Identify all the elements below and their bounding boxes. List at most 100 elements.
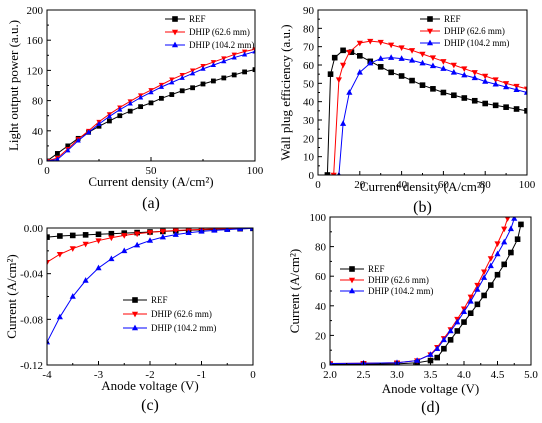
data-point	[330, 360, 333, 365]
x-tick-label: 2.5	[357, 369, 371, 381]
data-point	[524, 108, 527, 114]
data-point	[108, 230, 115, 237]
data-point	[107, 118, 112, 124]
data-point	[523, 86, 527, 93]
data-point	[488, 282, 494, 288]
data-point	[56, 313, 63, 320]
x-tick-label: 4.5	[491, 369, 505, 381]
x-tick-label: 50	[146, 165, 158, 177]
legend-entry: DHIP (62.6 mm)	[189, 27, 250, 37]
data-point	[471, 97, 478, 104]
data-point	[221, 75, 227, 81]
data-point	[508, 249, 514, 256]
y-tick-label: 50	[303, 78, 315, 90]
data-point	[482, 73, 489, 80]
x-tick-label: 0	[44, 165, 50, 177]
series-line-3	[47, 228, 253, 343]
data-point	[419, 82, 426, 88]
y-tick-label: 20	[303, 133, 315, 145]
data-point	[252, 47, 255, 53]
legend-entry: REF	[368, 264, 385, 274]
x-tick-label: 40	[396, 179, 408, 191]
data-point	[200, 66, 206, 71]
x-tick-label: 3.5	[424, 369, 438, 381]
x-tick-label: 100	[519, 179, 536, 191]
data-point	[481, 269, 488, 276]
data-point	[501, 226, 508, 233]
y-tick-label: 0	[38, 156, 44, 168]
panel-label: (b)	[413, 199, 432, 216]
data-point	[95, 231, 102, 238]
data-point	[427, 351, 434, 357]
data-point	[231, 72, 237, 78]
data-point	[55, 151, 60, 156]
data-point	[518, 221, 524, 228]
y-tick-label: 60	[303, 60, 315, 72]
data-point	[450, 68, 457, 75]
data-point	[210, 62, 217, 68]
data-point	[65, 147, 71, 153]
data-point	[237, 228, 244, 232]
data-point	[69, 232, 76, 239]
data-point	[335, 77, 342, 84]
legend-marker	[348, 287, 356, 294]
data-point	[127, 100, 133, 106]
data-point	[460, 308, 468, 314]
data-point	[494, 241, 501, 247]
data-point	[419, 51, 426, 58]
series-line-3	[338, 57, 527, 175]
data-point	[440, 336, 447, 343]
legend-entry: DHIP (104.2 mm)	[151, 323, 216, 333]
data-point	[95, 264, 102, 271]
data-point	[190, 85, 195, 91]
data-point	[441, 345, 447, 352]
data-point	[249, 228, 253, 231]
panel-label: (a)	[142, 195, 160, 212]
data-point	[348, 49, 355, 55]
series-line-1	[47, 69, 255, 161]
legend-marker	[348, 277, 356, 284]
data-point	[159, 233, 166, 240]
legend-marker	[172, 16, 178, 22]
data-point	[409, 77, 415, 84]
data-point	[481, 292, 487, 299]
data-point	[148, 89, 154, 95]
data-point	[179, 88, 185, 94]
data-point	[440, 59, 447, 65]
data-point	[56, 252, 63, 258]
data-point	[185, 229, 192, 236]
data-point	[356, 40, 363, 47]
data-point	[434, 354, 440, 361]
plot-area	[47, 228, 253, 345]
data-point	[172, 231, 179, 237]
x-tick-label: -3	[94, 369, 104, 381]
data-point	[467, 294, 474, 301]
data-point	[121, 230, 128, 236]
data-point	[501, 261, 507, 268]
x-tick-label: 4.0	[457, 369, 471, 381]
data-point	[398, 55, 405, 61]
x-axis-label: Anode voltage (V)	[382, 381, 479, 396]
series-line-1	[326, 49, 527, 175]
legend-marker	[426, 39, 434, 46]
data-point	[346, 89, 353, 95]
plot-area	[47, 47, 255, 161]
legend-entry: DHIP (104.2 mm)	[368, 286, 433, 296]
data-point	[377, 55, 384, 61]
data-point	[471, 74, 478, 81]
data-point	[467, 310, 474, 316]
y-tick-label: 40	[32, 126, 44, 138]
data-point	[221, 58, 227, 64]
data-point	[429, 55, 437, 62]
legend-marker	[426, 28, 434, 35]
data-point	[331, 54, 338, 61]
x-tick-label: 80	[480, 179, 492, 191]
data-point	[69, 246, 76, 252]
legend-entry: DHIP (62.6 mm)	[368, 275, 429, 285]
legend-entry: REF	[151, 295, 168, 305]
data-point	[467, 298, 474, 304]
data-point	[346, 49, 353, 56]
x-tick-label: 60	[438, 179, 450, 191]
data-point	[501, 238, 508, 245]
